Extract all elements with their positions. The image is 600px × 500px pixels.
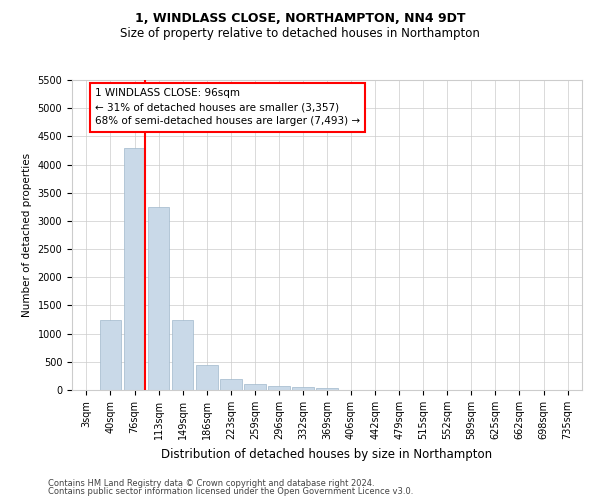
Bar [292, 387, 314, 390]
X-axis label: Distribution of detached houses by size in Northampton: Distribution of detached houses by size … [161, 448, 493, 460]
Text: Contains HM Land Registry data © Crown copyright and database right 2024.: Contains HM Land Registry data © Crown c… [48, 478, 374, 488]
Bar [316, 388, 338, 390]
Y-axis label: Number of detached properties: Number of detached properties [22, 153, 32, 317]
Text: 1 WINDLASS CLOSE: 96sqm
← 31% of detached houses are smaller (3,357)
68% of semi: 1 WINDLASS CLOSE: 96sqm ← 31% of detache… [95, 88, 360, 126]
Bar [196, 364, 218, 390]
Bar [220, 378, 242, 390]
Bar [100, 320, 121, 390]
Text: 1, WINDLASS CLOSE, NORTHAMPTON, NN4 9DT: 1, WINDLASS CLOSE, NORTHAMPTON, NN4 9DT [135, 12, 465, 26]
Text: Size of property relative to detached houses in Northampton: Size of property relative to detached ho… [120, 28, 480, 40]
Bar [268, 386, 290, 390]
Bar [148, 207, 169, 390]
Bar [172, 320, 193, 390]
Bar [244, 384, 266, 390]
Bar [124, 148, 145, 390]
Text: Contains public sector information licensed under the Open Government Licence v3: Contains public sector information licen… [48, 487, 413, 496]
